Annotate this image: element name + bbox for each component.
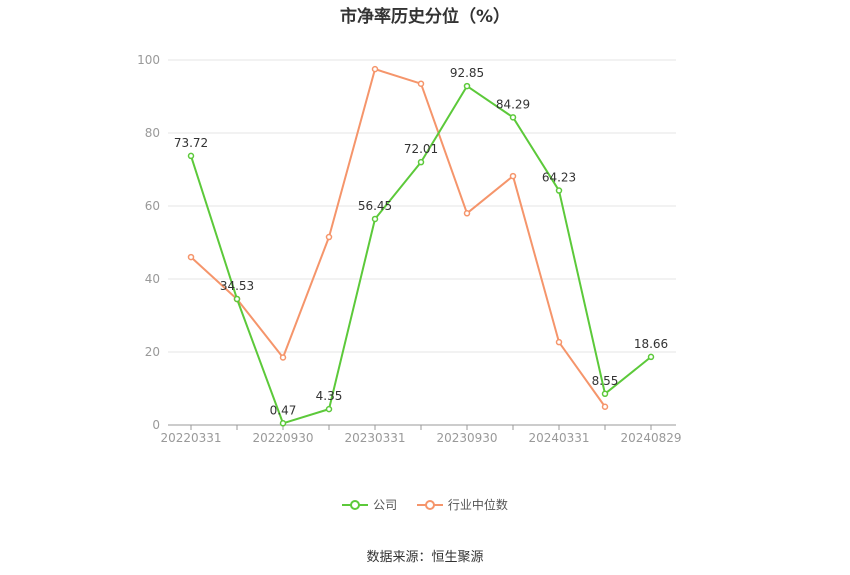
y-tick-label-60: 60 <box>145 199 160 213</box>
y-tick-label-0: 0 <box>152 418 160 432</box>
data-label-20220630: 34.53 <box>220 279 254 293</box>
series-0-point-20231231 <box>509 114 517 121</box>
data-labels: 73.72 34.53 0.47 4.35 56.45 72.01 92.85 84.29 64… <box>174 66 668 417</box>
x-tick-label-20240829: 20240829 <box>620 431 681 445</box>
series-1-point-20240331 <box>555 338 563 346</box>
series-1-point-20230331 <box>371 65 379 73</box>
data-label-20220930: 0.47 <box>270 403 297 417</box>
series-lines <box>187 65 655 427</box>
axes: 0 20 40 60 80 100 20220331 20220930 20230331 2023… <box>137 53 681 445</box>
legend-industry-marker-icon <box>416 499 443 510</box>
x-tick-label-20240331: 20240331 <box>528 431 589 445</box>
x-tick-label-20230930: 20230930 <box>436 431 497 445</box>
series-0-point-20220630 <box>233 295 241 303</box>
chart-title: 市净率历史分位（%） <box>339 7 511 27</box>
data-label-20230630: 72.01 <box>404 142 438 156</box>
data-label-20230331: 56.45 <box>358 199 392 213</box>
source-note: 数据来源：恒生聚源 <box>366 550 484 565</box>
legend-label-company: 公司 <box>373 498 398 512</box>
y-tick-label-80: 80 <box>145 126 160 140</box>
series-1-point-20220331 <box>187 253 195 261</box>
data-label-20231231: 84.29 <box>496 97 530 111</box>
legend-item-industry-median[interactable]: 行业中位数 <box>416 496 508 513</box>
x-tick-label-20220331: 20220331 <box>160 431 221 445</box>
series-line-1 <box>190 68 606 408</box>
series-1-point-20220930 <box>279 354 287 361</box>
series-0-point-20230930 <box>463 82 471 90</box>
data-label-20221231: 4.35 <box>316 389 343 403</box>
data-label-20240829: 18.66 <box>634 337 668 351</box>
legend: 公司 行业中位数 <box>0 496 850 514</box>
series-1-point-20230630 <box>417 80 425 87</box>
series-1-point-20231231 <box>509 172 517 180</box>
y-tick-label-100: 100 <box>137 53 160 67</box>
series-0-point-20220930 <box>279 420 287 427</box>
legend-company-marker-icon <box>342 499 369 510</box>
legend-item-company[interactable]: 公司 <box>342 496 397 513</box>
data-label-20240331: 64.23 <box>542 171 576 185</box>
data-label-20230930: 92.85 <box>450 66 484 80</box>
y-tick-label-40: 40 <box>145 272 160 286</box>
data-label-20240630: 8.55 <box>592 374 619 388</box>
series-0-point-20230331 <box>371 215 379 223</box>
series-1-point-20221231 <box>325 233 333 241</box>
series-1-point-20230930 <box>463 210 471 217</box>
series-1-point-20240630 <box>601 403 609 410</box>
series-0-point-20221231 <box>325 405 333 413</box>
data-label-20220331: 73.72 <box>174 136 208 150</box>
y-tick-label-20: 20 <box>145 345 160 359</box>
series-0-point-20240331 <box>555 187 563 194</box>
grid-lines <box>168 59 676 353</box>
series-0-point-20230630 <box>417 158 425 166</box>
legend-label-industry-median: 行业中位数 <box>447 498 508 512</box>
x-tick-label-20230331: 20230331 <box>344 431 405 445</box>
series-line-0 <box>190 85 652 425</box>
series-0-point-20220331 <box>187 152 195 160</box>
series-0-point-20240829 <box>647 353 655 361</box>
x-tick-label-20220930: 20220930 <box>252 431 313 445</box>
series-0-point-20240630 <box>601 390 609 398</box>
